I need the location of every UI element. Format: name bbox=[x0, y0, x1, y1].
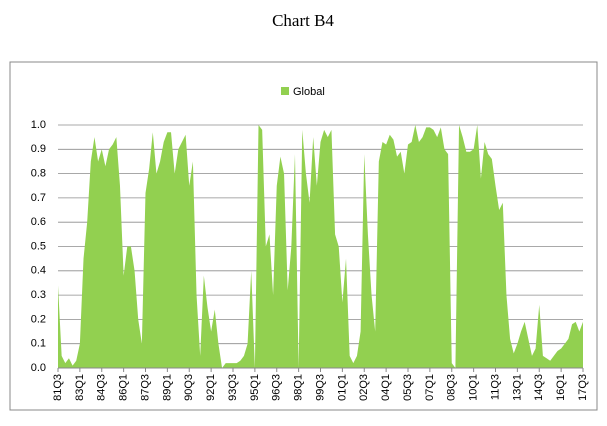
x-tick-label: 13Q1 bbox=[511, 374, 523, 401]
y-tick-label: 0.1 bbox=[31, 338, 46, 350]
x-tick-label: 84Q3 bbox=[96, 374, 108, 401]
x-tick-label: 83Q1 bbox=[74, 374, 86, 401]
x-tick-label: 11Q3 bbox=[489, 374, 501, 400]
y-tick-label: 0.9 bbox=[31, 143, 46, 155]
x-tick-label: 17Q3 bbox=[577, 374, 589, 401]
x-tick-label: 05Q3 bbox=[402, 374, 414, 401]
x-tick-label: 92Q1 bbox=[205, 374, 217, 401]
y-tick-label: 0.0 bbox=[31, 362, 46, 374]
x-tick-label: 01Q1 bbox=[336, 374, 348, 401]
legend-label: Global bbox=[293, 86, 325, 98]
x-tick-label: 96Q3 bbox=[271, 374, 283, 401]
x-tick-label: 98Q1 bbox=[293, 374, 305, 401]
y-tick-label: 0.5 bbox=[31, 240, 46, 252]
x-tick-label: 89Q1 bbox=[161, 374, 173, 401]
chart-title: Chart B4 bbox=[272, 11, 334, 30]
y-tick-label: 0.3 bbox=[31, 289, 46, 301]
x-tick-label: 02Q3 bbox=[358, 374, 370, 401]
x-tick-label: 04Q1 bbox=[380, 374, 392, 401]
y-tick-label: 0.4 bbox=[31, 265, 46, 277]
area bbox=[58, 125, 583, 368]
x-tick-label: 16Q1 bbox=[555, 374, 567, 401]
legend-swatch bbox=[281, 87, 289, 95]
x-tick-label: 99Q3 bbox=[314, 374, 326, 401]
x-tick-label: 86Q1 bbox=[118, 374, 130, 401]
y-tick-label: 0.7 bbox=[31, 192, 46, 204]
x-tick-label: 93Q3 bbox=[227, 374, 239, 401]
x-tick-label: 87Q3 bbox=[139, 374, 151, 401]
x-tick-label: 10Q1 bbox=[468, 374, 480, 401]
x-tick-label: 81Q3 bbox=[52, 374, 64, 401]
y-tick-label: 1.0 bbox=[31, 119, 46, 131]
x-tick-label: 07Q1 bbox=[424, 374, 436, 401]
y-tick-label: 0.6 bbox=[31, 216, 46, 228]
y-tick-label: 0.8 bbox=[31, 168, 46, 180]
x-tick-label: 90Q3 bbox=[183, 374, 195, 401]
x-tick-label: 08Q3 bbox=[446, 374, 458, 401]
x-tick-label: 14Q3 bbox=[533, 374, 545, 401]
y-tick-label: 0.2 bbox=[31, 313, 46, 325]
x-tick-label: 95Q1 bbox=[249, 374, 261, 401]
